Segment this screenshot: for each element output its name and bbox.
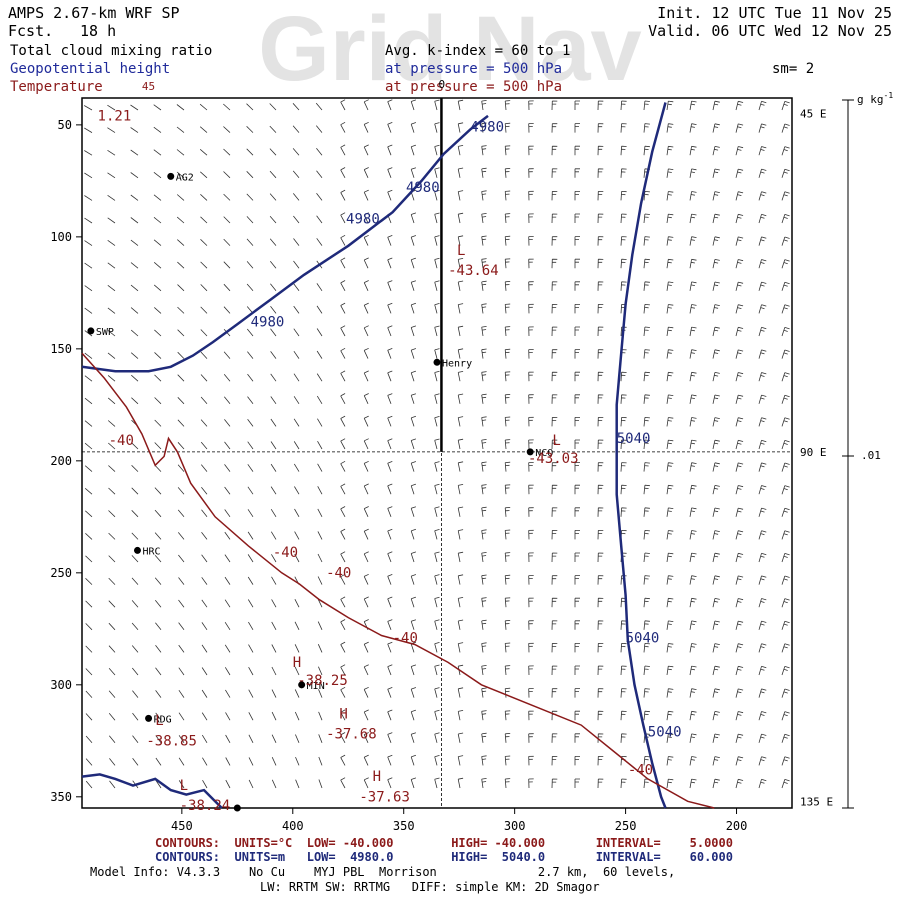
footer-model-info: Model Info: V4.3.3 No Cu MYJ PBL Morriso… xyxy=(90,865,675,879)
colorbar-units-text: g kg xyxy=(857,93,884,106)
station-dot xyxy=(233,804,241,812)
contour-label: 5040 xyxy=(626,630,660,646)
right-longitude-labels: 45 E 90 E 135 E xyxy=(800,108,833,809)
contour-label: 5040 xyxy=(648,724,682,740)
x-tick-label: 400 xyxy=(282,819,304,833)
station-label: NCO xyxy=(535,448,553,459)
station-label: HRC xyxy=(142,546,160,557)
wind-barb-field xyxy=(84,99,790,789)
contour-label: H xyxy=(293,655,301,671)
colorbar-units: g kg-1 xyxy=(857,91,893,106)
contour-label: L xyxy=(180,778,188,794)
contour-label: 1.21 xyxy=(98,108,132,124)
wind-barbs xyxy=(84,99,790,789)
station-label: AG2 xyxy=(176,172,194,183)
station-dot xyxy=(133,546,141,554)
contour-label: 4980 xyxy=(251,314,285,330)
station-dot xyxy=(145,714,153,722)
contour-temp-minus40 xyxy=(81,352,715,809)
field-geopotential: Geopotential height xyxy=(10,61,170,77)
contour-label: -40 xyxy=(393,630,418,646)
station-dot xyxy=(298,681,306,689)
contour-label: -43.64 xyxy=(448,263,499,279)
contour-label: -40 xyxy=(109,433,134,449)
contour-label: -40 xyxy=(628,762,653,778)
station-dot xyxy=(526,448,534,456)
footer-temperature-contours: CONTOURS: UNITS=°C LOW= -40.000 HIGH= -4… xyxy=(155,836,733,850)
right-longitude-label: 45 E xyxy=(800,108,827,121)
y-tick-label: 150 xyxy=(50,342,72,356)
station-dot xyxy=(167,172,175,180)
colorbar-tick-label: .01 xyxy=(861,449,881,462)
forecast-value: 18 h xyxy=(80,22,116,40)
station-label: RDG xyxy=(154,714,172,725)
station-dot xyxy=(433,358,441,366)
x-axis-ticks: 450 400 350 300 250 200 xyxy=(171,808,747,833)
colorbar-units-exponent: -1 xyxy=(884,91,894,100)
x-tick-label: 450 xyxy=(171,819,193,833)
y-tick-label: 250 xyxy=(50,566,72,580)
pressure-level-1: at pressure = 500 hPa xyxy=(385,61,562,77)
contour-label: 4980 xyxy=(406,180,440,196)
forecast-label: Fcst. xyxy=(8,22,53,40)
contour-label: L xyxy=(155,713,163,729)
contour-label: 5040 xyxy=(617,431,651,447)
footer-height-contours: CONTOURS: UNITS=m LOW= 4980.0 HIGH= 5040… xyxy=(155,850,733,864)
contour-lines xyxy=(81,102,715,809)
pressure-level-2: at pressure = 500 hPa xyxy=(385,79,562,95)
contour-label: -37.68 xyxy=(326,727,377,743)
station-label: SWP xyxy=(96,327,114,338)
x-tick-label: 350 xyxy=(393,819,415,833)
footer-physics-info: LW: RRTM SW: RRTMG DIFF: simple KM: 2D S… xyxy=(260,880,600,894)
contour-label: L xyxy=(457,243,465,259)
contour-label: -40 xyxy=(326,565,351,581)
station-label: MIN xyxy=(307,681,325,692)
contour-4980 xyxy=(81,114,489,373)
meridian-top-label: 45 xyxy=(142,80,155,93)
station-dot xyxy=(87,327,95,335)
meridian-label: 0 xyxy=(438,78,445,91)
x-tick-label: 300 xyxy=(504,819,526,833)
y-tick-label: 50 xyxy=(58,118,72,132)
contour-label: H xyxy=(339,706,347,722)
k-index-avg: Avg. k-index = 60 to 1 xyxy=(385,43,570,59)
contour-5040 xyxy=(615,102,667,809)
station-markers: AG2 SWP Henry NCO HRC MIN RDG xyxy=(87,172,553,812)
contour-label: 4980 xyxy=(470,120,504,136)
field-cloud: Total cloud mixing ratio xyxy=(10,43,212,59)
contour-label: -40 xyxy=(273,545,298,561)
watermark-text: Grid Nav xyxy=(258,0,641,100)
contour-label: 4980 xyxy=(346,211,380,227)
y-tick-label: 350 xyxy=(50,790,72,804)
station-label: Henry xyxy=(442,358,472,369)
contour-label: -43.03 xyxy=(528,451,579,467)
contour-labels: 1.21 4980 4980 4980 4980 L -43.64 L -43.03 5040 -4… xyxy=(98,108,682,814)
valid-time: Valid. 06 UTC Wed 12 Nov 25 xyxy=(648,22,892,40)
contour-label: -38.25 xyxy=(297,673,348,689)
plot-frame xyxy=(81,97,793,809)
y-tick-label: 300 xyxy=(50,678,72,692)
contour-label: -38.24 xyxy=(180,798,231,814)
contour-label: -37.63 xyxy=(359,789,410,805)
x-tick-label: 250 xyxy=(615,819,637,833)
smoothing-label: sm= 2 xyxy=(772,61,814,77)
grid-lines xyxy=(82,98,792,808)
y-axis-ticks: 50 100 150 200 250 300 350 xyxy=(50,118,82,804)
contour-corner xyxy=(81,773,223,809)
y-tick-label: 100 xyxy=(50,230,72,244)
field-temperature: Temperature xyxy=(10,79,103,95)
x-tick-label: 200 xyxy=(726,819,748,833)
right-longitude-label: 90 E xyxy=(800,446,827,459)
y-tick-label: 200 xyxy=(50,454,72,468)
contour-label: L xyxy=(552,433,560,449)
contour-label: -38.85 xyxy=(146,733,197,749)
init-time: Init. 12 UTC Tue 11 Nov 25 xyxy=(657,4,892,22)
right-longitude-label: 135 E xyxy=(800,795,833,808)
contour-label: H xyxy=(373,769,381,785)
model-title: AMPS 2.67-km WRF SP xyxy=(8,4,180,22)
